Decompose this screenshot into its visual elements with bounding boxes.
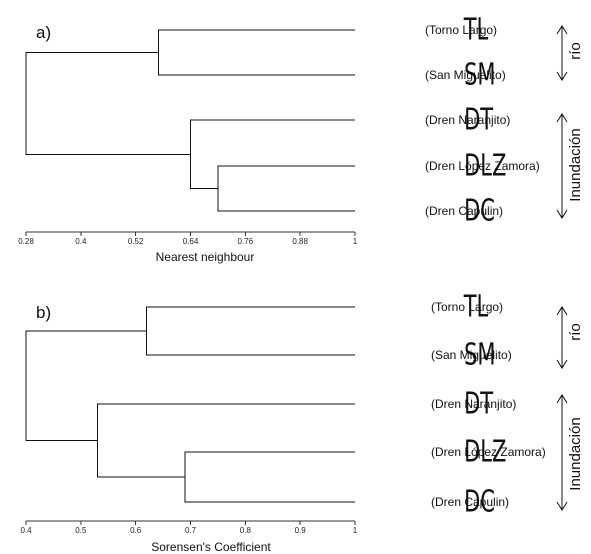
panel-a-leaf-code-dt: DT xyxy=(464,103,493,138)
panel-a-branch-tl-sm xyxy=(158,29,355,76)
panel-a-branch-dt-dlz_dc xyxy=(190,119,355,189)
panel-a-leaf-code-dc: DC xyxy=(464,194,495,229)
panel-a-xlabel: Nearest neighbour xyxy=(156,250,255,264)
panel-a-x-tick-label: 0.64 xyxy=(183,237,199,246)
panel-a-leaf-code-tl: TL xyxy=(463,13,489,48)
panel-b-xlabel: Sorensen's Coefficient xyxy=(151,540,271,554)
panel-a-x-tick-label: 1 xyxy=(353,237,358,246)
panel-a-leaf-name-dc: (Dren Capulin) xyxy=(425,204,503,218)
panel-a-x-tick-label: 0.76 xyxy=(238,237,254,246)
panel-a-x-tick-label: 0.52 xyxy=(128,237,144,246)
panel-b-letter: b) xyxy=(36,303,51,322)
panel-b-leaf-code-dc: DC xyxy=(464,485,495,520)
panel-b-branch-tl_sm-dt_dlz_dc xyxy=(25,330,147,441)
panel-a: a) Nearest neighbour río Inundación TL(T… xyxy=(18,13,584,264)
panel-a-inundacion-label: Inundación xyxy=(567,128,584,201)
panel-b-leaf-name-tl: (Torno Largo) xyxy=(431,300,503,314)
panel-b-leaf-name-sm: (San Miguelito) xyxy=(431,348,512,362)
panel-b-leaf-name-dc: (Dren Capulin) xyxy=(431,495,509,509)
panel-a-group-arrow-inundacion xyxy=(556,113,568,219)
panel-a-leaf-code-dlz: DLZ xyxy=(464,149,506,184)
panel-b: b) Sorensen's Coefficient río Inundación… xyxy=(20,290,584,554)
panel-a-x-tick-label: 0.28 xyxy=(18,237,34,246)
panel-a-letter: a) xyxy=(36,23,51,42)
panel-a-leaf-name-dlz: (Dren López Zamora) xyxy=(425,159,540,173)
panel-a-group-arrow-rio xyxy=(556,25,568,81)
panel-a-rio-label: río xyxy=(567,42,584,60)
panel-b-leaf-code-dt: DT xyxy=(464,387,493,422)
panel-a-x-tick-label: 0.88 xyxy=(292,237,308,246)
panel-b-group-arrow-inundacion xyxy=(556,394,568,511)
panel-b-x-tick-label: 0.4 xyxy=(20,526,32,535)
panel-b-x-tick-label: 1 xyxy=(353,526,358,535)
panel-a-branch-dlz-dc xyxy=(217,165,355,212)
panel-b-leaf-name-dt: (Dren Naranjito) xyxy=(431,397,516,411)
panel-b-x-tick-label: 0.9 xyxy=(295,526,307,535)
panel-a-x-tick-label: 0.4 xyxy=(75,237,87,246)
panel-b-group-arrow-rio xyxy=(556,306,568,369)
panel-b-leaf-code-tl: TL xyxy=(463,290,489,325)
panel-a-leaf-name-sm: (San Miguelito) xyxy=(425,68,506,82)
panel-b-x-tick-label: 0.7 xyxy=(185,526,197,535)
panel-b-leaf-code-dlz: DLZ xyxy=(464,435,506,470)
panel-b-inundacion-label: Inundación xyxy=(567,417,584,490)
panel-b-branch-dlz-dc xyxy=(184,451,355,503)
panel-b-x-tick-label: 0.6 xyxy=(130,526,142,535)
panel-b-leaf-code-sm: SM xyxy=(464,338,495,373)
panel-b-leaf-name-dlz: (Dren López Zamora) xyxy=(431,445,546,459)
panel-b-branch-tl-sm xyxy=(146,306,355,356)
panel-b-x-tick-label: 0.5 xyxy=(75,526,87,535)
panel-a-branch-tl_sm-dt_dlz_dc xyxy=(25,52,191,155)
panel-b-x-tick-label: 0.8 xyxy=(240,526,252,535)
panel-b-branch-dt-dlz_dc xyxy=(96,403,355,478)
panel-a-leaf-name-tl: (Torno Largo) xyxy=(425,23,497,37)
panel-b-rio-label: río xyxy=(567,323,584,341)
panel-a-leaf-name-dt: (Dren Naranjito) xyxy=(425,113,510,127)
panel-a-leaf-code-sm: SM xyxy=(464,58,495,93)
